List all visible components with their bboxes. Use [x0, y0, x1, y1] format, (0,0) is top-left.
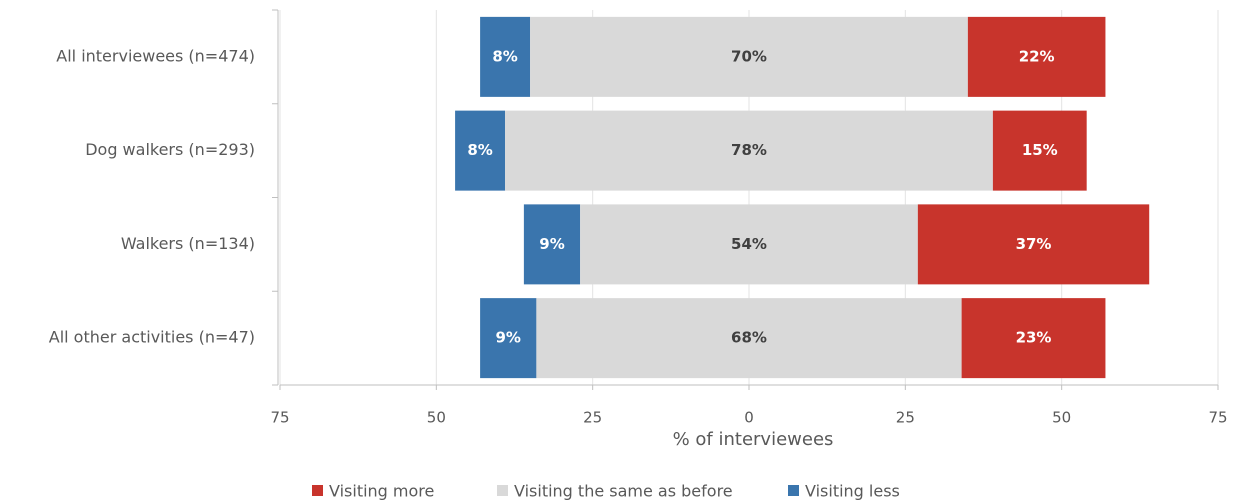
bar-segment — [967, 16, 1106, 97]
bar-segment — [455, 110, 506, 191]
bar-segment — [505, 110, 993, 191]
data-label: 54% — [731, 235, 767, 253]
bar-segment — [480, 16, 531, 97]
data-label: 23% — [1016, 329, 1052, 347]
legend-label: Visiting the same as before — [514, 482, 733, 501]
bar-segment — [917, 204, 1150, 285]
bar-segment — [961, 298, 1106, 379]
bar-segment — [992, 110, 1087, 191]
data-label: 37% — [1016, 235, 1052, 253]
y-tick-label: All interviewees (n=474) — [56, 46, 255, 65]
x-tick-label: 25 — [583, 409, 602, 427]
bar-segment — [530, 16, 968, 97]
data-label: 9% — [539, 235, 564, 253]
bar-segment — [523, 204, 581, 285]
legend-label: Visiting more — [329, 482, 434, 501]
x-tick-label: 25 — [896, 409, 915, 427]
x-tick-label: 75 — [270, 409, 289, 427]
y-tick-label: Walkers (n=134) — [121, 234, 255, 253]
legend-swatch — [312, 485, 323, 496]
bar-segment — [580, 204, 918, 285]
data-label: 78% — [731, 141, 767, 159]
data-label: 8% — [492, 47, 517, 65]
legend-label: Visiting less — [805, 482, 900, 501]
data-label: 68% — [731, 329, 767, 347]
data-label: 22% — [1019, 47, 1055, 65]
x-tick-label: 0 — [744, 409, 754, 427]
x-tick-label: 50 — [1052, 409, 1071, 427]
data-label: 15% — [1022, 141, 1058, 159]
x-tick-label: 50 — [427, 409, 446, 427]
x-axis-title: % of interviewees — [673, 429, 834, 450]
x-tick-label: 75 — [1208, 409, 1227, 427]
y-tick-label: All other activities (n=47) — [49, 328, 255, 347]
bar-segment — [536, 298, 962, 379]
y-tick-label: Dog walkers (n=293) — [85, 140, 255, 159]
bar-segment — [480, 298, 537, 379]
data-label: 8% — [467, 141, 492, 159]
data-label: 9% — [496, 329, 521, 347]
legend-swatch — [497, 485, 508, 496]
data-label: 70% — [731, 47, 767, 65]
legend-swatch — [788, 485, 799, 496]
